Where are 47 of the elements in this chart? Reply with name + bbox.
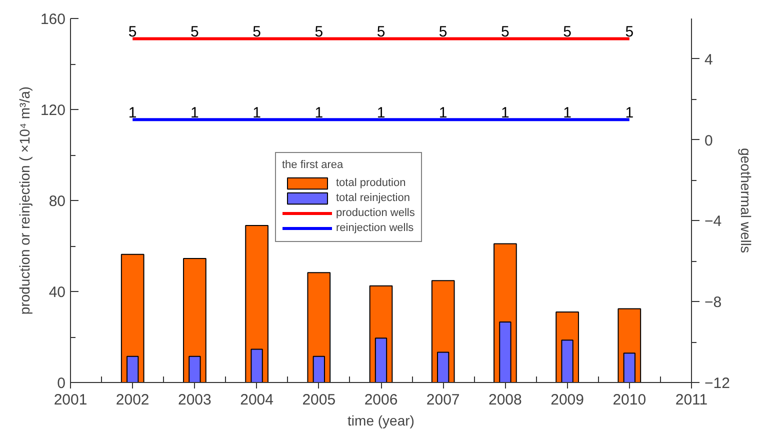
legend-title: the first area xyxy=(282,159,344,171)
data-label: 1 xyxy=(563,104,572,122)
y2-tick-label: −4 xyxy=(704,213,722,230)
x-tick-label: 2007 xyxy=(426,392,460,408)
y2-tick-label: 4 xyxy=(704,51,713,68)
legend-label: total reinjection xyxy=(336,192,410,204)
x-tick-label: 2011 xyxy=(675,392,708,408)
x-tick-label: 2005 xyxy=(302,392,336,408)
legend-label: production wells xyxy=(336,207,415,219)
data-label: 5 xyxy=(563,24,572,41)
x-tick-label: 2010 xyxy=(612,392,646,408)
y2-tick-label: −8 xyxy=(704,294,722,312)
x-tick-label: 2003 xyxy=(178,392,212,408)
y-axis-title: production or reinjection ( ×10⁴ m³/a) xyxy=(16,86,32,315)
data-label: 1 xyxy=(501,104,510,122)
legend-label: total prodution xyxy=(336,177,406,189)
y-tick-label: 40 xyxy=(48,284,66,301)
x-axis-title: time (year) xyxy=(348,412,414,428)
x-tick-label: 2002 xyxy=(116,392,150,408)
data-label: 1 xyxy=(252,104,261,122)
x-tick-label: 2009 xyxy=(550,392,584,408)
y2-tick-label: 0 xyxy=(704,132,713,150)
y-tick-label: 80 xyxy=(48,193,66,210)
x-tick-label: 2006 xyxy=(364,392,398,408)
y2-tick-label: −12 xyxy=(704,375,730,392)
y2-axis-title: geothermal wells xyxy=(738,148,754,254)
data-label: 1 xyxy=(128,104,137,122)
data-label: 5 xyxy=(501,24,510,41)
data-label: 5 xyxy=(625,24,634,41)
data-label: 1 xyxy=(625,104,634,122)
data-label: 5 xyxy=(128,24,137,41)
data-label: 1 xyxy=(376,104,386,122)
x-tick-label: 2004 xyxy=(240,392,274,408)
data-label: 1 xyxy=(190,104,199,122)
data-label: 5 xyxy=(252,24,261,41)
data-label: 1 xyxy=(438,104,448,122)
y-tick-label: 120 xyxy=(40,102,66,119)
data-label: 5 xyxy=(314,24,324,41)
data-label: 5 xyxy=(438,24,448,41)
legend-label: reinjection wells xyxy=(336,222,414,234)
x-tick-label: 2001 xyxy=(54,392,88,408)
data-label: 5 xyxy=(376,24,386,41)
data-label: 5 xyxy=(190,24,199,41)
x-tick-label: 2008 xyxy=(488,392,522,408)
y-tick-label: 160 xyxy=(40,11,66,28)
y-tick-label: 0 xyxy=(57,375,66,392)
data-label: 1 xyxy=(314,104,324,122)
